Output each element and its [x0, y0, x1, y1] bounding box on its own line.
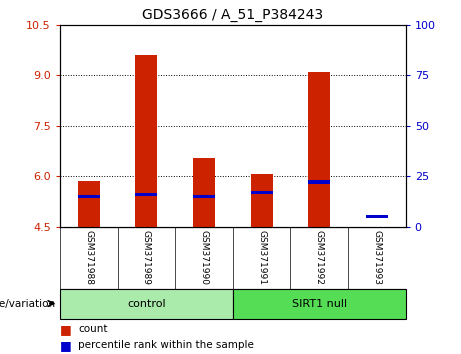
Bar: [78, 195, 100, 198]
Text: GSM371988: GSM371988: [84, 230, 93, 285]
FancyBboxPatch shape: [60, 289, 233, 319]
Title: GDS3666 / A_51_P384243: GDS3666 / A_51_P384243: [142, 8, 323, 22]
Text: genotype/variation: genotype/variation: [0, 298, 55, 309]
Bar: [193, 195, 215, 198]
Bar: [136, 55, 157, 227]
Text: GSM371991: GSM371991: [257, 230, 266, 285]
Bar: [366, 215, 388, 218]
Bar: [136, 193, 157, 196]
Bar: [78, 181, 100, 227]
Bar: [193, 158, 215, 227]
Bar: [251, 175, 272, 227]
Text: GSM371990: GSM371990: [200, 230, 208, 285]
FancyBboxPatch shape: [233, 289, 406, 319]
Text: GSM371992: GSM371992: [315, 230, 324, 285]
Text: GSM371993: GSM371993: [372, 230, 381, 285]
Bar: [308, 72, 330, 227]
Text: GSM371989: GSM371989: [142, 230, 151, 285]
Text: SIRT1 null: SIRT1 null: [292, 298, 347, 309]
Bar: [251, 190, 272, 194]
Text: ■: ■: [60, 339, 71, 352]
Text: control: control: [127, 298, 165, 309]
Text: percentile rank within the sample: percentile rank within the sample: [78, 340, 254, 350]
Text: count: count: [78, 324, 108, 334]
Bar: [308, 181, 330, 184]
Text: ■: ■: [60, 323, 71, 336]
